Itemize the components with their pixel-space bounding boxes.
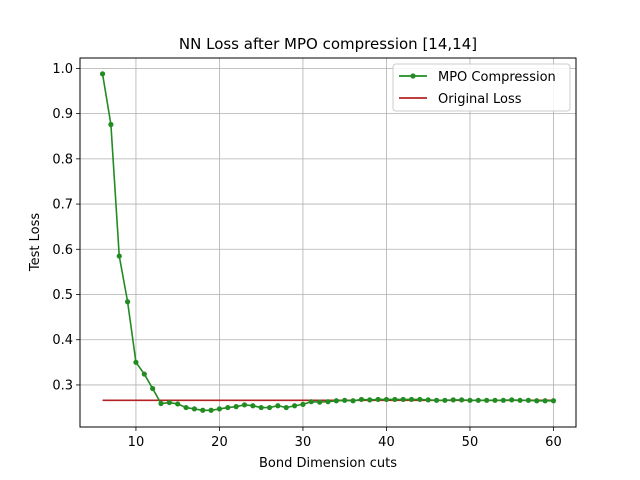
y-tick-label: 0.4 xyxy=(52,333,73,348)
x-tick-label: 40 xyxy=(378,435,395,450)
y-tick-label: 0.7 xyxy=(52,198,73,213)
data-point-mpo-compression xyxy=(300,401,306,407)
plot-series xyxy=(99,71,557,413)
x-tick-label: 60 xyxy=(545,435,562,450)
data-point-mpo-compression xyxy=(233,404,239,410)
x-tick-label: 20 xyxy=(211,435,228,450)
data-point-mpo-compression xyxy=(108,121,114,128)
y-tick-label: 0.6 xyxy=(52,243,73,258)
y-tick-label: 0.3 xyxy=(52,378,73,393)
data-point-mpo-compression xyxy=(550,398,557,404)
data-point-mpo-compression xyxy=(525,397,532,403)
legend-box xyxy=(392,63,571,112)
data-point-mpo-compression xyxy=(141,371,147,377)
data-point-mpo-compression xyxy=(266,404,273,411)
data-point-mpo-compression xyxy=(534,398,540,404)
x-tick-label: 30 xyxy=(295,435,312,450)
data-point-mpo-compression xyxy=(150,385,156,392)
y-tick-label: 1.0 xyxy=(52,62,73,77)
data-point-mpo-compression xyxy=(258,404,264,411)
y-tick-label: 0.8 xyxy=(52,152,73,167)
data-point-mpo-compression xyxy=(400,396,406,403)
y-axis-ticks: 0.3 0.4 0.5 0.6 0.7 0.8 0.9 1.0 xyxy=(52,62,80,393)
data-point-mpo-compression xyxy=(375,396,381,403)
data-point-mpo-compression xyxy=(542,398,548,404)
x-tick-label: 10 xyxy=(128,435,145,450)
data-point-mpo-compression xyxy=(484,397,490,403)
legend-label-original: Original Loss xyxy=(438,92,522,107)
data-point-mpo-compression xyxy=(392,396,398,403)
data-point-mpo-compression xyxy=(325,399,331,405)
plot-area-frame xyxy=(79,57,577,428)
data-point-mpo-compression xyxy=(200,407,206,413)
data-point-mpo-compression xyxy=(433,397,440,403)
data-point-mpo-compression xyxy=(383,396,390,403)
data-point-mpo-compression xyxy=(358,396,365,403)
data-point-mpo-compression xyxy=(308,399,314,405)
data-point-mpo-compression xyxy=(509,397,515,403)
data-point-mpo-compression xyxy=(317,399,323,405)
data-point-mpo-compression xyxy=(425,397,431,403)
data-point-mpo-compression xyxy=(500,397,506,403)
x-tick-label: 50 xyxy=(462,435,479,450)
data-point-mpo-compression xyxy=(467,397,473,403)
data-point-mpo-compression xyxy=(342,397,348,403)
data-point-mpo-compression xyxy=(283,404,289,411)
data-point-mpo-compression xyxy=(408,396,415,403)
y-tick-label: 0.9 xyxy=(52,107,73,122)
x-axis-label: Bond Dimension cuts xyxy=(259,456,397,471)
data-point-mpo-compression xyxy=(442,397,448,403)
data-point-mpo-compression xyxy=(158,400,164,407)
y-axis-label: Test Loss xyxy=(28,213,43,272)
data-point-mpo-compression xyxy=(116,253,122,259)
data-point-mpo-compression xyxy=(241,402,248,408)
data-point-mpo-compression xyxy=(475,397,481,403)
legend-label-mpo: MPO Compression xyxy=(438,70,556,85)
data-point-mpo-compression xyxy=(367,397,373,403)
data-point-mpo-compression xyxy=(124,299,131,305)
data-point-mpo-compression xyxy=(333,398,339,404)
data-point-mpo-compression xyxy=(175,401,181,407)
data-point-mpo-compression xyxy=(216,406,223,412)
y-tick-label: 0.5 xyxy=(52,288,73,303)
legend-marker-mpo xyxy=(410,73,416,79)
x-axis-ticks: 10 20 30 40 50 60 xyxy=(128,427,562,450)
grid xyxy=(80,58,576,427)
data-point-mpo-compression xyxy=(350,398,356,404)
legend: MPO Compression Original Loss xyxy=(392,63,571,112)
data-point-mpo-compression xyxy=(208,407,214,413)
data-point-mpo-compression xyxy=(459,397,465,403)
data-point-mpo-compression xyxy=(133,359,139,365)
data-point-mpo-compression xyxy=(291,403,298,409)
data-point-mpo-compression xyxy=(99,71,106,77)
series-line-mpo-compression xyxy=(101,73,554,412)
data-point-mpo-compression xyxy=(275,403,281,409)
data-point-mpo-compression xyxy=(183,404,189,411)
data-point-mpo-compression xyxy=(225,404,231,411)
data-point-mpo-compression xyxy=(517,397,523,403)
data-point-mpo-compression xyxy=(191,406,197,412)
data-point-mpo-compression xyxy=(417,396,423,403)
data-point-mpo-compression xyxy=(250,403,256,409)
data-point-mpo-compression xyxy=(492,397,498,403)
data-point-mpo-compression xyxy=(166,399,172,406)
data-point-mpo-compression xyxy=(450,397,456,403)
chart-title: NN Loss after MPO compression [14,14] xyxy=(179,35,477,53)
